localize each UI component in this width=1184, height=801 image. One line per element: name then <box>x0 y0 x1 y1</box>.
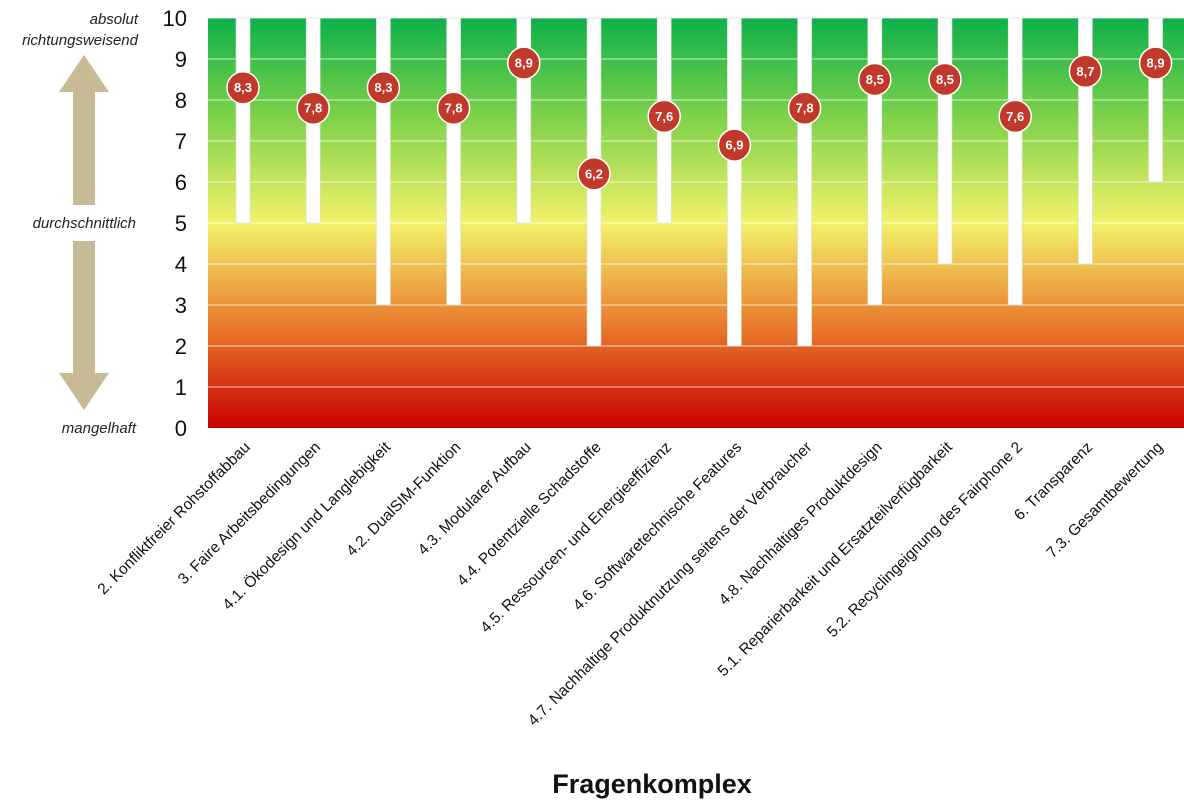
score-marker <box>577 157 611 191</box>
score-marker <box>1068 54 1103 89</box>
y-tick-label: 0 <box>175 416 187 441</box>
x-axis-title: Fragenkomplex <box>552 769 752 799</box>
score-label: 8,3 <box>234 80 252 95</box>
score-label: 6,2 <box>585 166 603 181</box>
range-bar <box>446 17 461 306</box>
score-label: 7,8 <box>445 101 463 116</box>
scale-label-middle: durchschnittlich <box>33 215 136 232</box>
score-label: 8,5 <box>866 72 884 87</box>
score-marker <box>647 99 681 134</box>
score-badge: 7,8 <box>787 91 822 125</box>
scale-label-top-1: absolut <box>90 11 139 28</box>
score-badge: 6,2 <box>577 157 611 191</box>
scale-arrow <box>59 55 109 410</box>
score-label: 6,9 <box>725 138 743 153</box>
score-marker <box>928 62 962 97</box>
score-marker <box>787 91 822 125</box>
score-marker <box>998 99 1032 134</box>
y-tick-label: 2 <box>175 334 187 359</box>
score-badge: 7,8 <box>296 91 330 125</box>
y-tick-label: 9 <box>175 47 187 72</box>
score-label: 8,9 <box>1147 56 1165 71</box>
x-tick-label: 5.1. Reparierbarkeit und Ersatzteilverfü… <box>715 438 957 680</box>
y-tick-label: 8 <box>175 88 187 113</box>
x-tick-label: 4.2. DualSIM-Funktion <box>343 439 464 560</box>
score-label: 8,5 <box>936 72 954 87</box>
x-tick-label: 2. Konfliktfreier Rohstoffabbau <box>95 439 254 598</box>
range-bar <box>1007 17 1023 306</box>
score-badge: 8,3 <box>366 70 401 105</box>
y-tick-label: 1 <box>175 375 187 400</box>
range-bar <box>376 17 391 306</box>
y-tick-label: 6 <box>175 170 187 195</box>
range-bar <box>867 17 883 306</box>
score-marker <box>366 70 401 105</box>
score-marker <box>507 46 541 80</box>
arrow-down-icon <box>59 241 109 410</box>
score-badge: 7,6 <box>998 99 1032 134</box>
x-tick-label: 4.3. Modularer Aufbau <box>415 439 535 559</box>
score-badge: 8,9 <box>1138 46 1173 80</box>
score-label: 7,6 <box>655 109 673 124</box>
y-tick-label: 3 <box>175 293 187 318</box>
y-tick-label: 4 <box>175 252 187 277</box>
score-badge: 8,9 <box>507 46 541 80</box>
x-tick-label: 7.3. Gesamtbewertung <box>1044 439 1167 562</box>
y-tick-label: 10 <box>163 6 187 31</box>
score-badge: 7,8 <box>436 91 471 125</box>
range-bar <box>727 17 742 347</box>
range-bar <box>937 17 953 265</box>
score-badge: 6,9 <box>717 128 752 162</box>
score-label: 7,6 <box>1006 109 1024 124</box>
score-badges: 8,3 7,8 8,3 7,8 8,9 6,2 7,6 6,9 7,8 8,5 8,5 7,6 8,7 8… <box>226 46 1173 191</box>
score-marker <box>226 70 260 105</box>
score-badge: 8,5 <box>928 62 962 97</box>
score-badge: 8,7 <box>1068 54 1103 89</box>
score-label: 7,8 <box>796 101 814 116</box>
score-label: 8,3 <box>374 80 392 95</box>
score-badge: 8,5 <box>858 62 892 97</box>
range-bar <box>797 17 812 347</box>
score-badge: 8,3 <box>226 70 260 105</box>
score-marker <box>717 128 752 162</box>
range-bar <box>1148 17 1163 183</box>
score-label: 8,7 <box>1076 64 1094 79</box>
score-marker <box>296 91 330 125</box>
x-tick-label: 3. Faire Arbeitsbedingungen <box>175 439 324 588</box>
scale-label-top-2: richtungsweisend <box>22 32 139 49</box>
x-tick-label: 4.4. Potentzielle Schadstoffe <box>454 439 605 590</box>
arrow-up-icon <box>59 55 109 205</box>
y-tick-label: 7 <box>175 129 187 154</box>
score-badge: 7,6 <box>647 99 681 134</box>
y-tick-label: 5 <box>175 211 187 236</box>
y-axis: 0 1 2 3 4 5 6 7 8 9 10 <box>163 6 187 441</box>
score-label: 8,9 <box>515 56 533 71</box>
score-marker <box>858 62 892 97</box>
score-label: 7,8 <box>304 101 322 116</box>
range-bar <box>235 17 251 224</box>
scale-label-bottom: mangelhaft <box>62 420 137 437</box>
score-marker <box>436 91 471 125</box>
score-marker <box>1138 46 1173 80</box>
